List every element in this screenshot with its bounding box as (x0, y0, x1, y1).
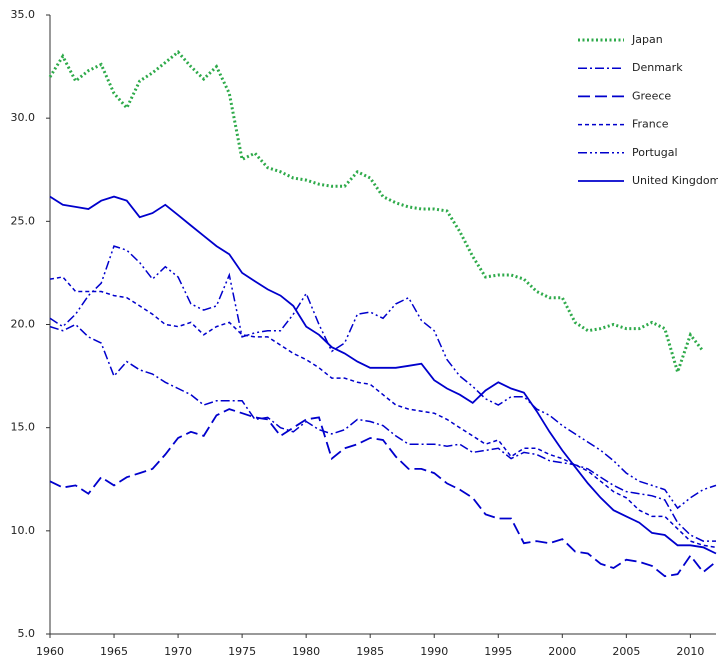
y-tick-label: 20.0 (11, 318, 36, 331)
x-tick-label: 1990 (420, 645, 448, 658)
legend-label: Denmark (632, 61, 683, 74)
x-tick-label: 1970 (164, 645, 192, 658)
legend-label: Greece (632, 89, 671, 102)
y-tick-label: 35.0 (11, 8, 36, 21)
y-tick-label: 25.0 (11, 214, 36, 227)
x-tick-label: 2010 (676, 645, 704, 658)
x-tick-label: 1980 (292, 645, 320, 658)
series-line (49, 245, 717, 510)
x-tick-label: 1995 (484, 645, 512, 658)
x-tick-label: 1975 (228, 645, 256, 658)
x-tick-label: 2000 (548, 645, 576, 658)
legend-label: France (632, 118, 669, 131)
y-tick-label: 30.0 (11, 111, 36, 124)
x-tick-label: 1960 (36, 645, 64, 658)
x-tick-label: 1965 (100, 645, 128, 658)
legend-label: Portugal (632, 146, 678, 159)
series-line (48, 50, 705, 377)
series-line (49, 408, 717, 578)
y-tick-label: 5.0 (18, 627, 36, 640)
legend-label: Japan (631, 33, 663, 46)
series-line (49, 276, 717, 549)
x-tick-label: 1985 (356, 645, 384, 658)
y-tick-label: 10.0 (11, 524, 36, 537)
legend-label: United Kingdom (632, 174, 718, 187)
series-line (49, 195, 717, 555)
y-tick-label: 15.0 (11, 421, 36, 434)
x-tick-label: 2005 (612, 645, 640, 658)
series-line (49, 323, 716, 542)
